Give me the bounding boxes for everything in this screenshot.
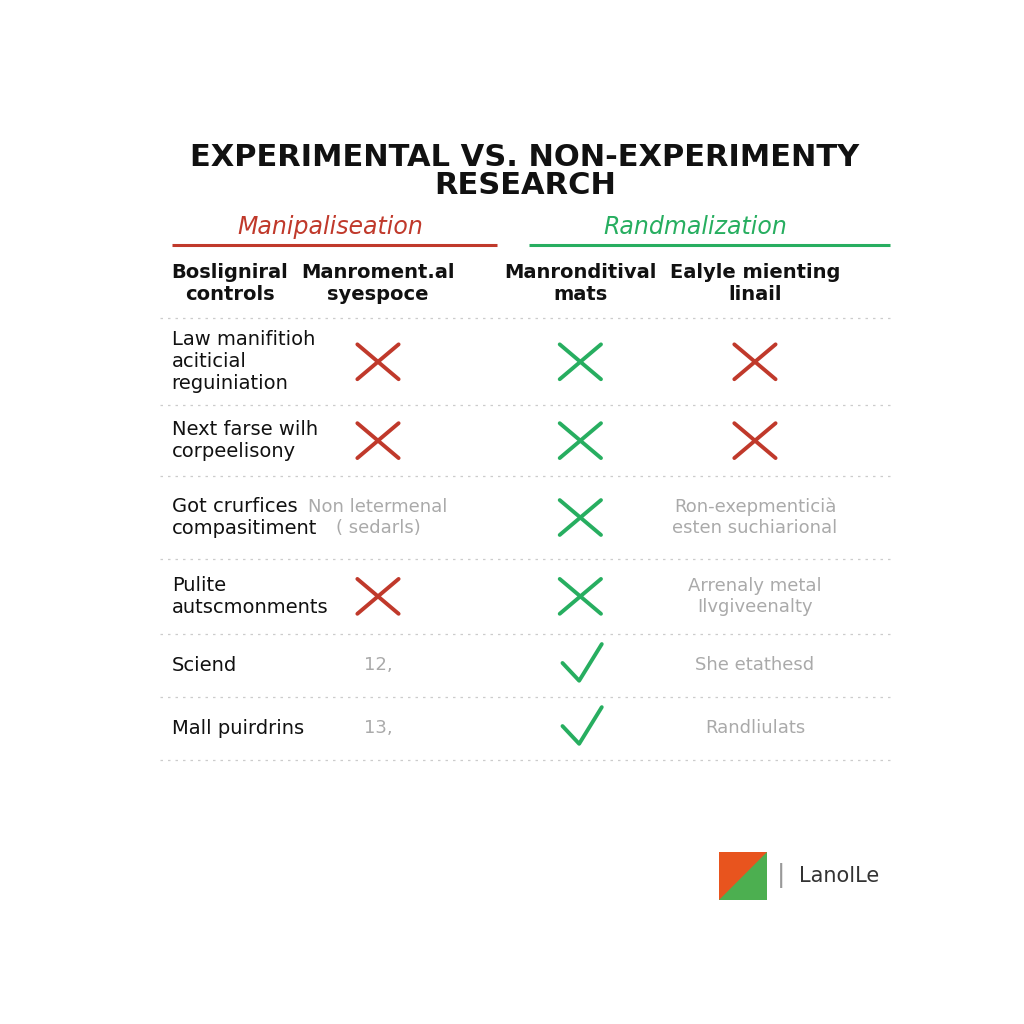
Text: Manronditival
mats: Manronditival mats xyxy=(504,263,656,304)
Text: Manroment.al
syespoce: Manroment.al syespoce xyxy=(301,263,455,304)
Text: Randmalization: Randmalization xyxy=(603,215,787,239)
Text: Got crurfices
compasitiment: Got crurfices compasitiment xyxy=(172,497,317,538)
Bar xyxy=(719,852,767,899)
Text: LanolLe: LanolLe xyxy=(799,866,879,886)
Text: RESEARCH: RESEARCH xyxy=(434,171,615,201)
Text: 12,: 12, xyxy=(364,656,392,675)
Text: She etathesd: She etathesd xyxy=(695,656,814,675)
Text: Mall puirdrins: Mall puirdrins xyxy=(172,719,304,738)
Text: 13,: 13, xyxy=(364,720,392,737)
Text: Sciend: Sciend xyxy=(172,655,237,675)
Polygon shape xyxy=(719,852,767,899)
Text: EXPERIMENTAL VS. NON-EXPERIMENTY: EXPERIMENTAL VS. NON-EXPERIMENTY xyxy=(190,143,859,172)
Text: Randliulats: Randliulats xyxy=(705,720,805,737)
Text: Law manifitioh
aciticial
reguiniation: Law manifitioh aciticial reguiniation xyxy=(172,331,315,393)
Text: |: | xyxy=(777,863,785,889)
Text: Ron-exepmenticià
esten suchiarional: Ron-exepmenticià esten suchiarional xyxy=(673,498,838,538)
Text: Non letermenal
( sedarls): Non letermenal ( sedarls) xyxy=(308,498,447,537)
Text: Pulite
autscmonments: Pulite autscmonments xyxy=(172,575,329,616)
Text: Manipaliseation: Manipaliseation xyxy=(238,215,423,239)
Text: Bosligniral
controls: Bosligniral controls xyxy=(172,263,289,304)
Text: Next farse wilh
corpeelisony: Next farse wilh corpeelisony xyxy=(172,420,317,461)
Text: Ealyle mienting
linail: Ealyle mienting linail xyxy=(670,263,840,304)
Text: Arrenaly metal
Ilvgiveenalty: Arrenaly metal Ilvgiveenalty xyxy=(688,577,821,615)
